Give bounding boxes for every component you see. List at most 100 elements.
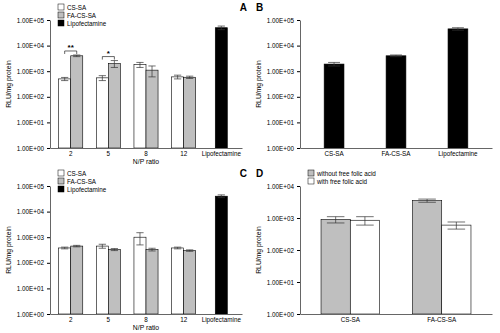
y-tick-label: 1.00E+01 [17, 119, 45, 126]
x-tick: Lipofectamine [202, 148, 242, 158]
y-tick-mark [47, 46, 50, 47]
plot-area [321, 199, 471, 314]
y-tick-mark [297, 46, 300, 47]
y-tick: 1.00E+05 [17, 17, 50, 24]
error-bar [356, 217, 374, 225]
significance-label: * [107, 49, 111, 58]
y-tick-label: 1.00E+05 [17, 17, 45, 24]
legend-label: FA-CS-SA [67, 12, 97, 19]
bar [146, 250, 158, 314]
y-tick-mark [47, 186, 50, 187]
error-bar [136, 233, 143, 245]
y-tick: 1.00E+02 [267, 93, 300, 100]
x-tick-label: 2 [69, 316, 73, 323]
error-bar [99, 76, 106, 81]
y-axis-line [50, 187, 51, 315]
legend-label: without free folic acid [316, 170, 376, 177]
y-tick-label: 1.00E+03 [17, 68, 45, 75]
x-tick: 5 [107, 314, 111, 323]
bar [386, 56, 406, 148]
panel-title: B [256, 2, 263, 13]
bar [134, 65, 146, 148]
y-tick-mark [47, 148, 50, 149]
y-tick-label: 1.00E+02 [267, 247, 295, 254]
panel: 1.00E+00 1.00E+01 1.00E+02 1.00E+03 1.00E+04… [5, 168, 247, 331]
x-axis: 2 5 8 12 Lipofectamine [51, 314, 243, 324]
y-tick-label: 1.00E+04 [267, 42, 295, 49]
y-tick-mark [47, 314, 50, 315]
y-tick-mark [47, 122, 50, 123]
error-bar [218, 26, 225, 30]
error-bar [73, 55, 80, 57]
bar [96, 78, 108, 148]
y-tick-label: 1.00E+01 [17, 285, 45, 292]
x-tick-label: FA-CS-SA [427, 316, 457, 323]
legend-label: Lipofectamine [67, 186, 107, 194]
y-tick: 1.00E+04 [267, 183, 300, 190]
y-tick: 1.00E+00 [17, 311, 50, 318]
y-axis: 1.00E+001.00E+011.00E+021.00E+031.00E+04… [267, 17, 301, 152]
x-tick: 8 [144, 314, 148, 323]
bar [215, 28, 227, 148]
x-tick-label: CS-SA [324, 150, 344, 157]
x-tick-label: 8 [144, 316, 148, 323]
y-tick: 1.00E+05 [267, 17, 300, 24]
bar [448, 29, 468, 148]
x-axis: CS-SAFA-CS-SALipofectamine [301, 148, 493, 158]
y-axis-line [50, 21, 51, 149]
error-bar [186, 76, 193, 78]
y-tick-mark [47, 212, 50, 213]
y-axis-line [300, 21, 301, 149]
panel: 1.00E+001.00E+011.00E+021.00E+031.00E+04… [255, 2, 493, 158]
bar [96, 246, 108, 314]
y-tick: 1.00E+03 [17, 234, 50, 241]
y-tick-label: 1.00E+04 [267, 183, 295, 190]
error-bar [61, 247, 68, 249]
panel: 1.00E+00 1.00E+01 1.00E+02 1.00E+03 1.00E+04… [5, 2, 247, 165]
y-tick-label: 1.00E+04 [17, 42, 45, 49]
y-tick-label: 1.00E+00 [17, 145, 45, 152]
legend-swatch [58, 186, 64, 192]
y-tick: 1.00E+03 [267, 68, 300, 75]
x-tick: Lipofectamine [202, 314, 242, 324]
x-tick-label: Lipofectamine [438, 150, 478, 158]
y-axis-title: RLU/mg protein [255, 60, 263, 108]
y-tick-mark [297, 186, 300, 187]
y-tick: 1.00E+02 [267, 247, 300, 254]
x-axis: 25812Lipofectamine [51, 148, 243, 158]
y-tick-mark [297, 148, 300, 149]
y-tick-label: 1.00E+02 [17, 259, 45, 266]
error-bar [148, 248, 155, 251]
legend-swatch [58, 20, 64, 26]
y-tick-mark [297, 20, 300, 21]
bar [59, 248, 71, 314]
y-tick-label: 1.00E+03 [17, 234, 45, 241]
y-tick-mark [47, 288, 50, 289]
legend-label: FA-CS-SA [67, 178, 97, 185]
x-axis-title: N/P ratio [133, 324, 160, 331]
y-tick-label: 1.00E+00 [17, 311, 45, 318]
x-axis: CS-SA FA-CS-SA [301, 314, 493, 323]
y-axis: 1.00E+00 1.00E+01 1.00E+02 1.00E+03 1.00E+04… [17, 183, 51, 318]
y-tick: 1.00E+04 [267, 42, 300, 49]
error-bar [136, 62, 143, 67]
x-tick-label: Lipofectamine [202, 150, 242, 158]
y-tick-mark [297, 71, 300, 72]
bar [146, 70, 158, 148]
x-tick: CS-SA [341, 314, 361, 323]
bar [412, 201, 441, 314]
legend-swatch [308, 178, 314, 184]
error-bar [218, 195, 225, 198]
error-bar [448, 222, 466, 229]
bar [172, 77, 184, 148]
y-axis: 1.00E+00 1.00E+01 1.00E+02 1.00E+03 1.00E+04… [17, 17, 51, 152]
bar [59, 79, 71, 148]
legend-swatch [58, 178, 64, 184]
y-axis: 1.00E+001.00E+011.00E+021.00E+031.00E+04 [267, 183, 301, 318]
x-tick-label: 12 [180, 316, 188, 323]
x-tick: 12 [180, 314, 188, 323]
y-tick: 1.00E+04 [17, 208, 50, 215]
y-tick-mark [297, 218, 300, 219]
bar [71, 56, 83, 148]
y-tick-label: 1.00E+02 [17, 93, 45, 100]
